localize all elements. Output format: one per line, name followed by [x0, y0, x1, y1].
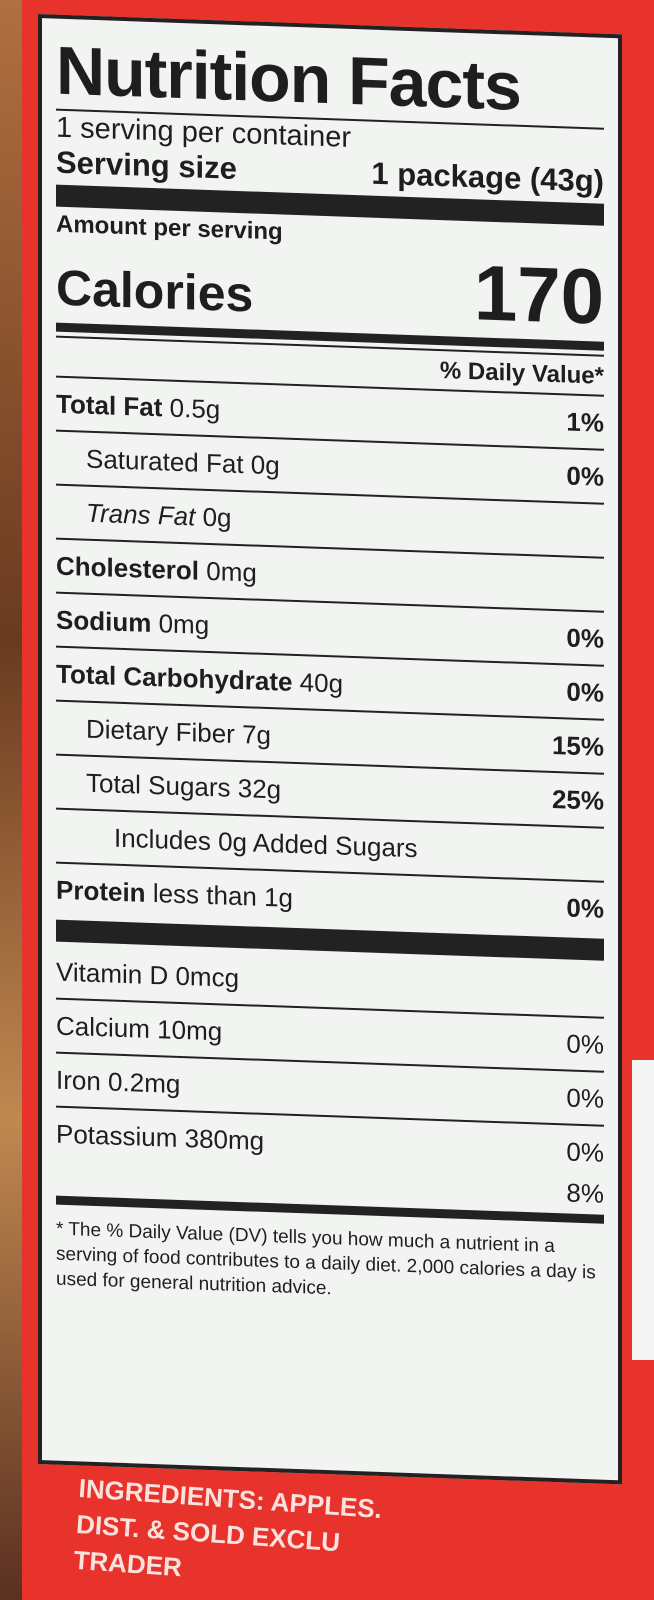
nutrition-label: Nutrition Facts 1 serving per container …	[38, 14, 622, 1485]
nutrient-name: Protein	[56, 874, 146, 908]
nutrient-amount: 7g	[242, 719, 271, 751]
nutrient-dv: 0%	[566, 1136, 604, 1168]
nutrient-dv: 1%	[566, 406, 604, 438]
nutrient-dv: 15%	[551, 729, 604, 762]
nutrient-name: Total Carbohydrate	[56, 658, 293, 697]
nutrient-amount: 0g	[250, 449, 280, 481]
nutrient-amount: 0mg	[158, 608, 210, 640]
nutrient-name: Vitamin D	[56, 956, 169, 991]
nutrient-amount: 0mg	[206, 555, 257, 588]
nutrient-name: Saturated Fat	[86, 443, 244, 480]
nutrient-name: Total Sugars	[86, 767, 231, 803]
nutrient-dv: 25%	[551, 783, 604, 816]
nutrient-name: Potassium	[56, 1118, 178, 1153]
nutrient-name: Total Fat	[56, 388, 163, 423]
nutrient-name: Includes 0g Added Sugars	[114, 822, 418, 864]
nutrient-amount: 32g	[237, 772, 282, 805]
nutrient-dv: 0%	[566, 622, 604, 654]
nutrient-amount: 0.2mg	[108, 1066, 181, 1099]
nutrient-dv: 0%	[566, 892, 604, 924]
ingredients-text: INGREDIENTS: APPLES. DIST. & SOLD EXCLU …	[72, 1472, 383, 1583]
package-edge	[0, 0, 22, 1600]
nutrient-amount: 0.5g	[169, 392, 221, 425]
nutrient-name: Iron	[56, 1064, 101, 1097]
nutrient-dv: 0%	[566, 1028, 604, 1060]
nutrient-dv: 0%	[566, 1082, 604, 1114]
nutrient-name: Cholesterol	[56, 550, 200, 586]
calories-row: Calories 170	[56, 248, 604, 341]
package-panel	[632, 1060, 654, 1360]
nutrient-name: Calcium	[56, 1010, 150, 1044]
nutrient-amount: 10mg	[157, 1014, 223, 1047]
calories-value: 170	[473, 248, 604, 341]
nutrient-amount: 0g	[202, 501, 232, 533]
nutrient-dv: 0%	[566, 676, 604, 708]
nutrient-dv: 0%	[566, 460, 604, 492]
nutrient-name: Sodium	[56, 604, 152, 638]
nutrient-amount: 380mg	[184, 1123, 265, 1156]
nutrient-name: Dietary Fiber	[86, 713, 235, 749]
footnote: * The % Daily Value (DV) tells you how m…	[56, 1218, 596, 1300]
nutrient-amount: 0mcg	[175, 960, 240, 994]
nutrient-amount: less than 1g	[152, 878, 294, 913]
nutrient-name: Trans Fat	[86, 497, 196, 532]
nutrient-amount: 40g	[299, 667, 344, 699]
